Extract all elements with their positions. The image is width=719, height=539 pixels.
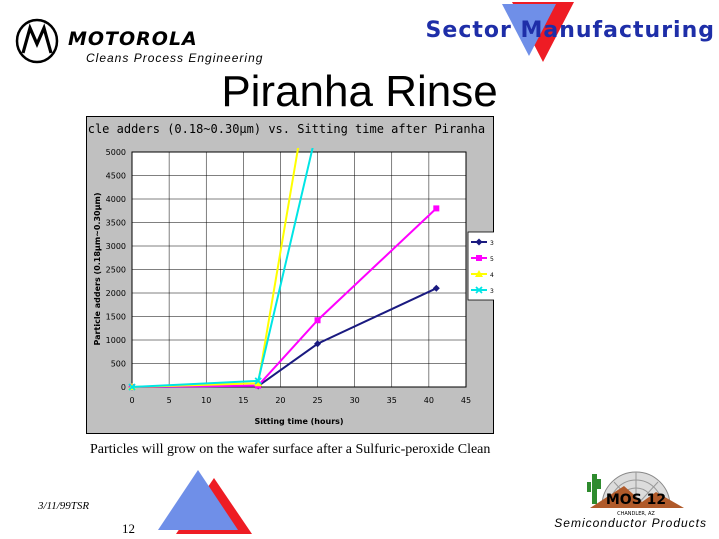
x-tick-label: 25	[312, 396, 322, 405]
slide-title: Piranha Rinse	[221, 67, 498, 116]
legend-marker	[476, 255, 482, 261]
data-point	[432, 284, 440, 292]
slide-date: 3/11/99TSR	[38, 500, 90, 512]
y-tick-label: 2500	[106, 266, 126, 275]
particle-chart: Particle adders (0.18~0.30µm) vs. Sittin…	[86, 122, 494, 426]
org-name: Semiconductor Products	[554, 516, 707, 530]
y-tick-label: 1000	[106, 336, 126, 345]
legend-entry: 3hot/2cold with Meg	[471, 238, 494, 247]
triangle-logo-icon	[158, 470, 252, 534]
department-name: Cleans Process Engineering	[86, 51, 264, 65]
y-tick-label: 4500	[106, 172, 126, 181]
data-point	[433, 205, 440, 212]
data-point	[314, 317, 321, 324]
y-tick-label: 1500	[106, 313, 126, 322]
x-tick-label: 20	[275, 396, 285, 405]
data-point	[254, 377, 262, 385]
triangle-logo-icon	[502, 2, 574, 62]
y-axis-label: Particle adders (0.18µm~0.30µm)	[93, 193, 102, 346]
y-tick-label: 5000	[106, 148, 126, 157]
legend-label: 4hot/3cold, No meg	[490, 272, 494, 279]
slide-caption: Particles will grow on the wafer surface…	[90, 442, 491, 457]
x-tick-label: 40	[424, 396, 434, 405]
mos12-logo-icon: MOS 12 CHANDLER, AZ	[587, 471, 684, 519]
y-tick-label: 500	[111, 360, 126, 369]
data-point	[311, 140, 317, 146]
mos-logo-subtext: CHANDLER, AZ	[617, 511, 655, 517]
y-tick-label: 2000	[106, 289, 126, 298]
x-tick-label: 5	[167, 396, 172, 405]
data-point	[295, 139, 303, 146]
brand-name: MOTOROLA	[68, 28, 198, 50]
data-point	[128, 383, 136, 391]
chart-title: Particle adders (0.18~0.30µm) vs. Sittin…	[86, 122, 494, 136]
x-tick-label: 10	[201, 396, 211, 405]
x-tick-label: 45	[461, 396, 471, 405]
x-tick-label: 35	[387, 396, 397, 405]
legend-entry: 4hot/3cold, No meg	[471, 270, 494, 279]
mos-logo-text: MOS 12	[606, 492, 666, 508]
axes: 0 500 1000 1500 2000 2500 3000 3500 4000 4500 5000…	[106, 148, 471, 405]
y-tick-label: 3500	[106, 219, 126, 228]
data-point	[314, 340, 322, 348]
y-tick-label: 0	[121, 383, 126, 392]
x-tick-label: 30	[350, 396, 360, 405]
legend-entry: 5hot/2cold, No meg	[471, 255, 494, 263]
legend-label: 3hot/2cold with Meg	[490, 240, 494, 247]
legend-label: 5hot/2cold, No meg	[490, 256, 494, 263]
sector-title: Sector Manufacturing	[425, 18, 715, 43]
motorola-logo-icon	[15, 18, 59, 64]
legend-marker	[475, 270, 483, 277]
y-tick-label: 3000	[106, 242, 126, 251]
page-number: 12	[122, 521, 135, 536]
series-4	[128, 140, 317, 391]
series-line	[131, 207, 437, 388]
y-tick-label: 4000	[106, 195, 126, 204]
x-axis-label: Sitting time (hours)	[254, 417, 343, 426]
plot-border	[131, 151, 467, 388]
legend-label: 3hot/2warm/2cold, No meg	[490, 288, 494, 295]
data-point	[254, 379, 263, 387]
chart-legend: 3hot/2cold with Meg 5hot/2cold, No meg 4ho…	[467, 231, 494, 301]
series-layer	[128, 139, 440, 391]
legend-marker	[475, 286, 483, 294]
x-tick-label: 0	[129, 396, 134, 405]
legend-marker	[475, 238, 483, 246]
legend-entry: 3hot/2warm/2cold, No meg	[471, 286, 494, 295]
x-tick-label: 15	[238, 396, 248, 405]
